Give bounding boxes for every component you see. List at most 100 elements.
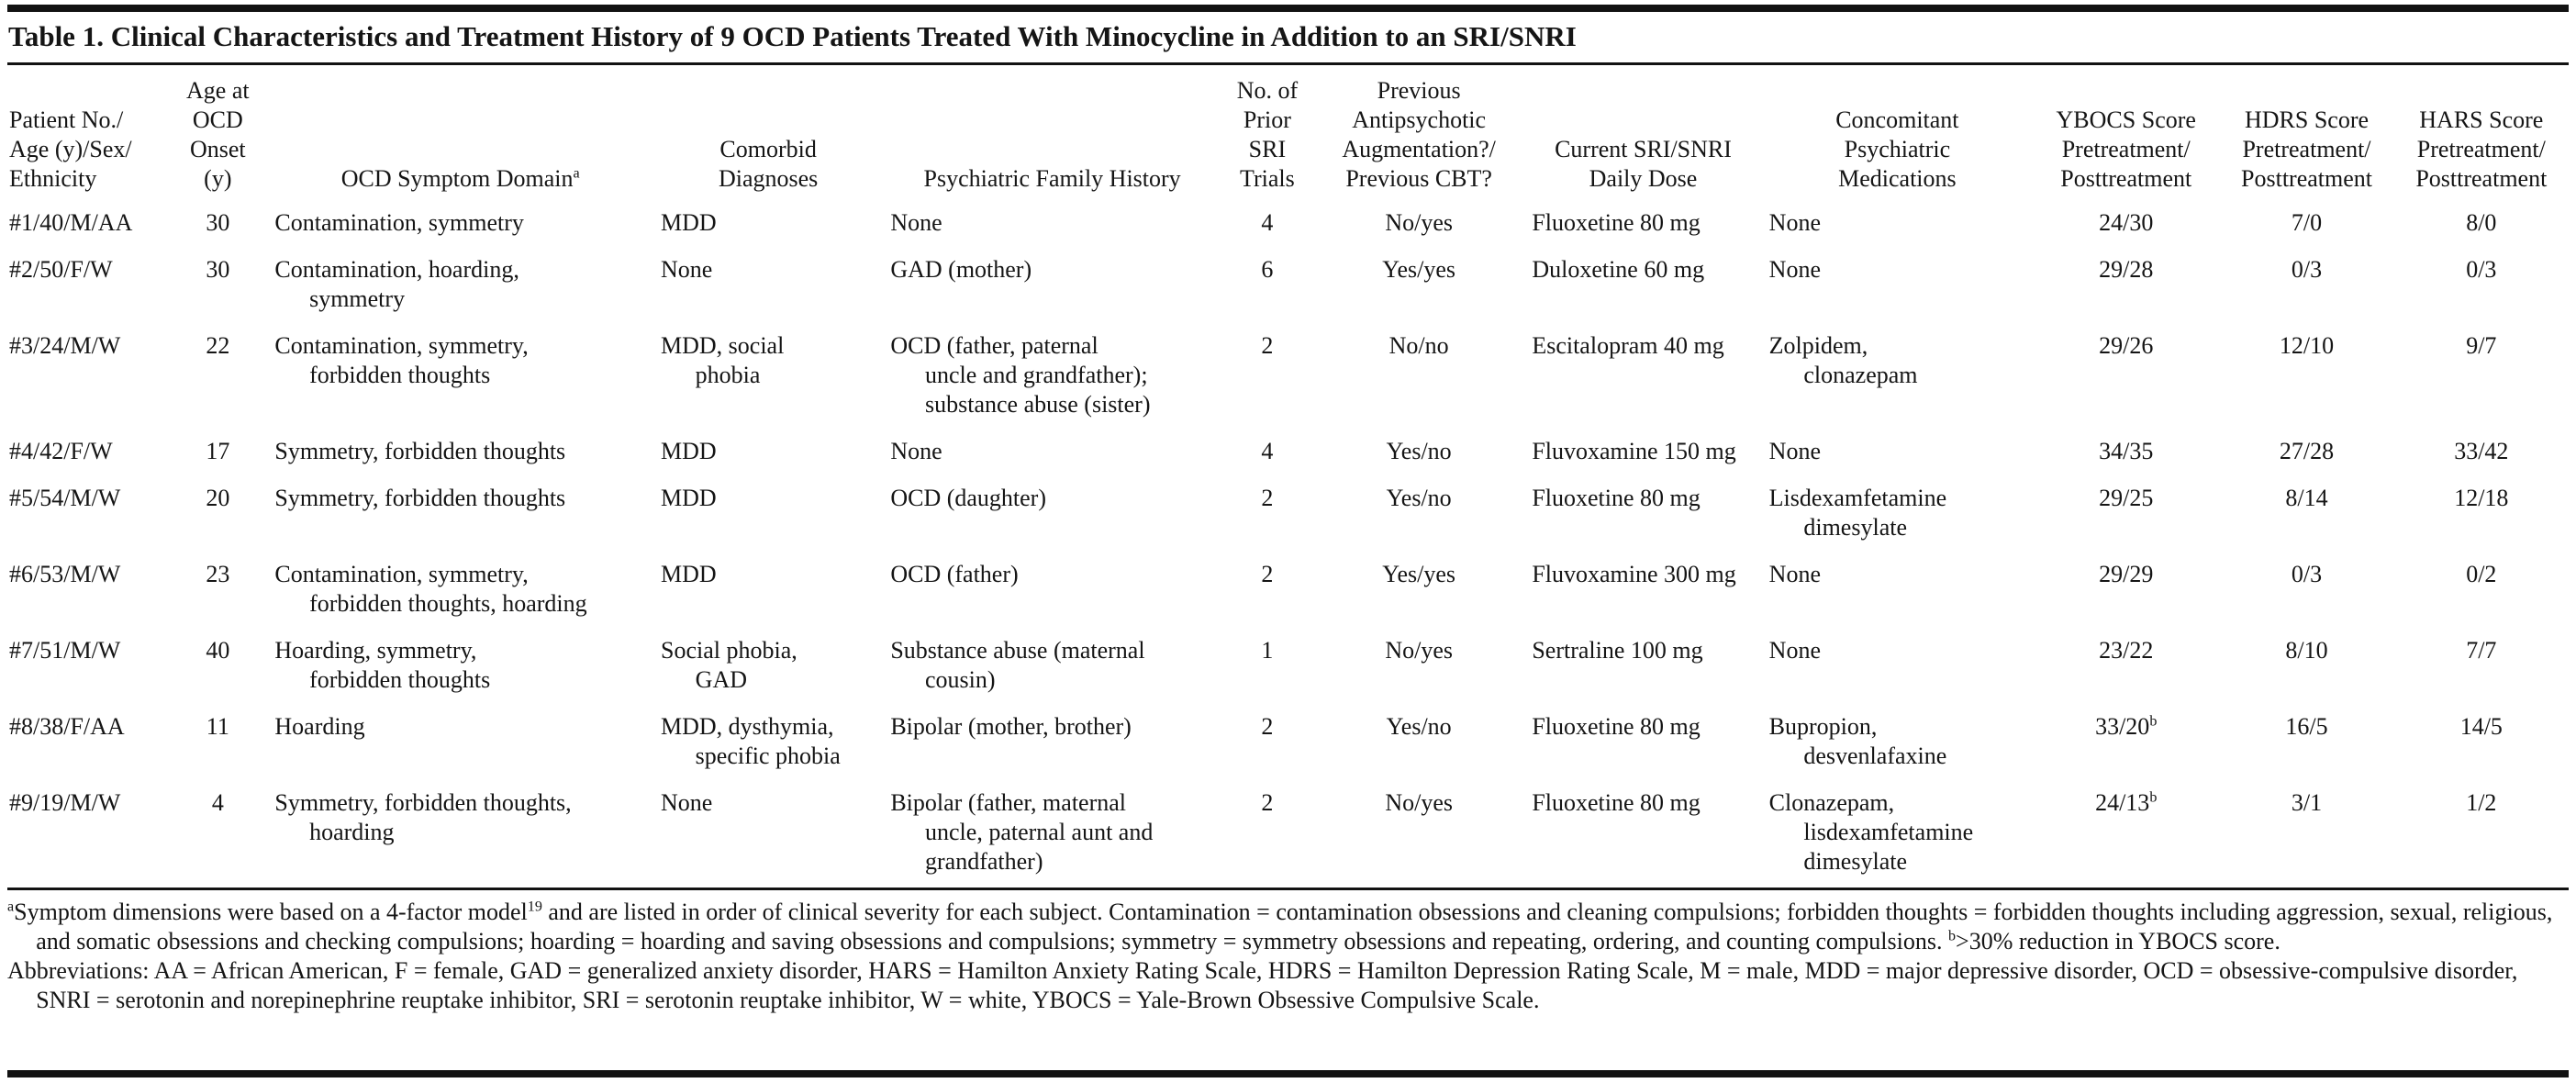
cell-hdrs: 8/10 — [2285, 637, 2328, 664]
cell-hars: 7/7 — [2466, 637, 2497, 664]
cell-prev-augment: No/yes — [1385, 209, 1453, 236]
cell-patient: #4/42/F/W — [9, 438, 113, 464]
cell-comorbid: None — [660, 256, 713, 283]
table-row: #9/19/M/W 4 Symmetry, forbidden thoughts, h… — [7, 782, 2569, 888]
table-body: #1/40/M/AA 30 Contamination, symmetry MDD No… — [7, 202, 2569, 888]
cell-concomitant: None — [1768, 256, 1821, 283]
column-header-age-onset: Age at OCD Onset (y) — [186, 77, 250, 192]
cell-sri-trials: 2 — [1261, 789, 1274, 816]
cell-ybocs: 24/30 — [2099, 209, 2154, 236]
cell-family-history: Substance abuse (maternal cousin) — [890, 637, 1145, 693]
cell-hars: 14/5 — [2459, 713, 2503, 740]
cell-sri-trials: 2 — [1261, 561, 1274, 587]
cell-prev-augment: No/no — [1388, 332, 1449, 359]
cell-concomitant: Clonazepam, lisdexamfetamine dimesylate — [1768, 789, 1974, 875]
column-header-comorbid: Comorbid Diagnoses — [718, 136, 819, 192]
cell-prev-augment: Yes/yes — [1382, 561, 1455, 587]
cell-concomitant: None — [1768, 561, 1821, 587]
cell-current-dose: Fluoxetine 80 mg — [1532, 789, 1701, 816]
cell-current-dose: Duloxetine 60 mg — [1532, 256, 1705, 283]
cell-age-onset: 22 — [206, 332, 230, 359]
footnotes: aSymptom dimensions were based on a 4-fa… — [7, 898, 2569, 1015]
cell-hars: 0/2 — [2466, 561, 2497, 587]
column-header-hdrs: HDRS Score Pretreatment/Posttreatment — [2241, 106, 2372, 192]
column-header-hars: HARS Score Pretreatment/Posttreatment — [2415, 106, 2548, 192]
cell-concomitant: None — [1768, 637, 1821, 664]
cell-current-dose: Fluvoxamine 150 mg — [1532, 438, 1736, 464]
cell-sri-trials: 2 — [1261, 332, 1274, 359]
cell-concomitant: Zolpidem, clonazepam — [1768, 332, 1918, 388]
cell-sri-trials: 2 — [1261, 713, 1274, 740]
cell-prev-augment: Yes/no — [1386, 713, 1452, 740]
header-row: Patient No./Age (y)/Sex/Ethnicity Age at O… — [7, 65, 2569, 202]
cell-family-history: OCD (father, paternal uncle and grandfath… — [890, 332, 1151, 418]
cell-ybocs: 33/20b — [2095, 713, 2158, 740]
cell-symptom-domain: Symmetry, forbidden thoughts — [274, 438, 566, 464]
cell-concomitant: Bupropion, desvenlafaxine — [1768, 713, 1947, 769]
cell-comorbid: MDD — [660, 438, 717, 464]
clinical-table: Patient No./Age (y)/Sex/Ethnicity Age at O… — [7, 65, 2569, 888]
column-header-sri-trials: No. of Prior SRI Trials — [1236, 77, 1299, 192]
cell-hars: 8/0 — [2466, 209, 2497, 236]
top-rule — [7, 5, 2569, 12]
cell-hdrs: 7/0 — [2291, 209, 2323, 236]
cell-ybocs: 34/35 — [2099, 438, 2154, 464]
cell-ybocs: 29/28 — [2099, 256, 2154, 283]
cell-hars: 0/3 — [2466, 256, 2497, 283]
cell-hdrs: 27/28 — [2279, 438, 2335, 464]
column-header-patient: Patient No./Age (y)/Sex/Ethnicity — [9, 106, 132, 192]
cell-symptom-domain: Contamination, symmetry, forbidden though… — [274, 332, 529, 388]
bottom-rule — [7, 1070, 2569, 1077]
cell-hdrs: 8/14 — [2285, 485, 2328, 511]
cell-age-onset: 23 — [206, 561, 230, 587]
table-row: #2/50/F/W 30 Contamination, hoarding, symme… — [7, 249, 2569, 325]
column-header-current-dose: Current SRI/SNRI Daily Dose — [1555, 136, 1732, 192]
cell-ybocs: 29/25 — [2099, 485, 2154, 511]
table-row: #8/38/F/AA 11 Hoarding MDD, dysthymia, speci… — [7, 706, 2569, 782]
cell-age-onset: 4 — [211, 789, 224, 816]
table-row: #7/51/M/W 40 Hoarding, symmetry, forbidden … — [7, 630, 2569, 706]
cell-prev-augment: Yes/yes — [1382, 256, 1455, 283]
cell-patient: #9/19/M/W — [9, 789, 121, 816]
cell-sri-trials: 6 — [1261, 256, 1274, 283]
cell-age-onset: 17 — [206, 438, 230, 464]
cell-patient: #8/38/F/AA — [9, 713, 125, 740]
column-header-ybocs: YBOCS Score Pretreatment/Posttreatment — [2056, 106, 2196, 192]
cell-current-dose: Fluvoxamine 300 mg — [1532, 561, 1736, 587]
cell-sri-trials: 4 — [1261, 438, 1274, 464]
cell-family-history: None — [890, 209, 942, 236]
cell-concomitant: None — [1768, 209, 1821, 236]
body-footnote-rule — [7, 888, 2569, 890]
cell-family-history: Bipolar (mother, brother) — [890, 713, 1132, 740]
cell-family-history: OCD (daughter) — [890, 485, 1047, 511]
cell-age-onset: 30 — [206, 209, 230, 236]
cell-age-onset: 30 — [206, 256, 230, 283]
cell-current-dose: Fluoxetine 80 mg — [1532, 713, 1701, 740]
cell-comorbid: MDD, social phobia — [660, 332, 785, 388]
cell-family-history: Bipolar (father, maternal uncle, paternal… — [890, 789, 1154, 875]
cell-sri-trials: 2 — [1261, 485, 1274, 511]
column-header-symptom-domain: OCD Symptom Domaina — [340, 165, 580, 192]
cell-hdrs: 16/5 — [2285, 713, 2328, 740]
cell-ybocs: 29/26 — [2099, 332, 2154, 359]
footnote-abbreviations: Abbreviations: AA = African American, F … — [7, 957, 2518, 1013]
cell-patient: #5/54/M/W — [9, 485, 121, 511]
cell-current-dose: Sertraline 100 mg — [1532, 637, 1703, 664]
cell-prev-augment: Yes/no — [1386, 485, 1452, 511]
cell-concomitant: Lisdexamfetamine dimesylate — [1768, 485, 1947, 541]
table-row: #3/24/M/W 22 Contamination, symmetry, forbi… — [7, 325, 2569, 430]
cell-comorbid: MDD — [660, 485, 717, 511]
cell-prev-augment: No/yes — [1385, 789, 1453, 816]
title-rule — [7, 62, 2569, 65]
cell-age-onset: 40 — [206, 637, 230, 664]
cell-comorbid: MDD, dysthymia, specific phobia — [660, 713, 841, 769]
cell-hars: 33/42 — [2454, 438, 2509, 464]
footnote-symptom-dimensions: aSymptom dimensions were based on a 4-fa… — [7, 899, 2553, 955]
cell-sri-trials: 4 — [1261, 209, 1274, 236]
cell-symptom-domain: Symmetry, forbidden thoughts — [274, 485, 566, 511]
cell-hdrs: 12/10 — [2279, 332, 2335, 359]
cell-patient: #3/24/M/W — [9, 332, 121, 359]
cell-ybocs: 23/22 — [2099, 637, 2154, 664]
column-header-prev-augment: Previous Antipsychotic Augmentation?/Previ… — [1342, 77, 1496, 192]
